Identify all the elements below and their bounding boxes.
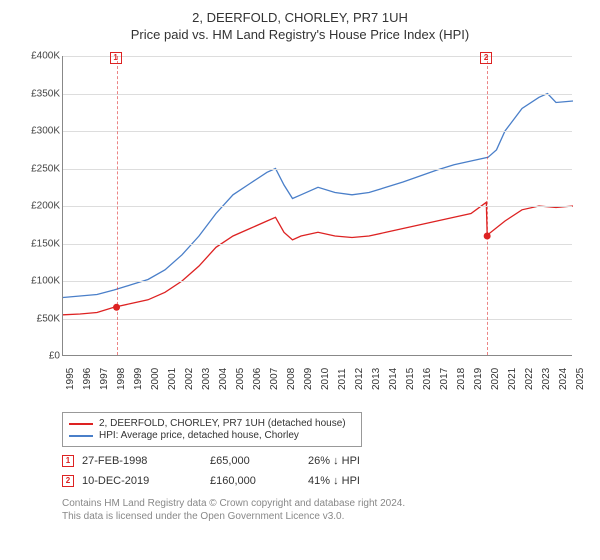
gridline (63, 56, 572, 57)
gridline (63, 319, 572, 320)
sale-date-1: 27-FEB-1998 (82, 455, 202, 467)
chart-subtitle: Price paid vs. HM Land Registry's House … (15, 27, 585, 42)
x-tick-label: 1996 (82, 368, 93, 390)
x-tick-label: 2005 (235, 368, 246, 390)
legend-row-1: 2, DEERFOLD, CHORLEY, PR7 1UH (detached … (69, 418, 355, 429)
x-tick-label: 2002 (184, 368, 195, 390)
x-tick-label: 2013 (371, 368, 382, 390)
y-tick-label: £400K (20, 51, 60, 62)
x-tick-label: 2004 (218, 368, 229, 390)
sale-row-2: 2 10-DEC-2019 £160,000 41% ↓ HPI (62, 475, 585, 487)
gridline (63, 281, 572, 282)
gridline (63, 94, 572, 95)
series-line-price_paid (63, 202, 573, 314)
sale-marker-1: 1 (62, 455, 74, 467)
y-tick-label: £300K (20, 126, 60, 137)
x-tick-label: 2025 (575, 368, 586, 390)
x-tick-label: 2017 (439, 368, 450, 390)
sale-marker-2: 2 (62, 475, 74, 487)
sale-date-2: 10-DEC-2019 (82, 475, 202, 487)
sale-pct-2: 41% ↓ HPI (308, 475, 408, 487)
y-tick-label: £250K (20, 163, 60, 174)
footnote-line-2: This data is licensed under the Open Gov… (62, 510, 585, 523)
sales-list: 1 27-FEB-1998 £65,000 26% ↓ HPI 2 10-DEC… (15, 455, 585, 487)
sale-row-1: 1 27-FEB-1998 £65,000 26% ↓ HPI (62, 455, 585, 467)
x-tick-label: 2010 (320, 368, 331, 390)
legend-swatch-2 (69, 435, 93, 437)
sale-price-1: £65,000 (210, 455, 300, 467)
x-tick-label: 2012 (354, 368, 365, 390)
chart-title: 2, DEERFOLD, CHORLEY, PR7 1UH (15, 10, 585, 25)
legend-row-2: HPI: Average price, detached house, Chor… (69, 430, 355, 441)
legend-label-1: 2, DEERFOLD, CHORLEY, PR7 1UH (detached … (99, 418, 346, 429)
x-tick-label: 2015 (405, 368, 416, 390)
chart-container: 2, DEERFOLD, CHORLEY, PR7 1UH Price paid… (0, 0, 600, 560)
sale-pct-1: 26% ↓ HPI (308, 455, 408, 467)
x-tick-label: 2019 (473, 368, 484, 390)
x-tick-label: 1998 (116, 368, 127, 390)
x-tick-label: 2018 (456, 368, 467, 390)
gridline (63, 169, 572, 170)
x-tick-label: 2008 (286, 368, 297, 390)
x-tick-label: 2021 (507, 368, 518, 390)
footnote-line-1: Contains HM Land Registry data © Crown c… (62, 497, 585, 510)
x-tick-label: 2020 (490, 368, 501, 390)
x-tick-label: 2011 (337, 368, 348, 390)
x-tick-label: 2009 (303, 368, 314, 390)
x-tick-label: 2024 (558, 368, 569, 390)
y-tick-label: £350K (20, 88, 60, 99)
legend-box: 2, DEERFOLD, CHORLEY, PR7 1UH (detached … (62, 412, 362, 447)
legend-label-2: HPI: Average price, detached house, Chor… (99, 430, 299, 441)
footnote: Contains HM Land Registry data © Crown c… (62, 497, 585, 523)
gridline (63, 244, 572, 245)
x-tick-label: 2000 (150, 368, 161, 390)
chart-area: £0 £50K £100K £150K £200K £250K £300K £350K £400… (20, 48, 580, 408)
marker-box: 1 (110, 52, 122, 64)
y-tick-label: £150K (20, 238, 60, 249)
x-tick-label: 2001 (167, 368, 178, 390)
plot-region (62, 56, 572, 356)
x-tick-label: 2007 (269, 368, 280, 390)
legend-swatch-1 (69, 423, 93, 425)
marker-box: 2 (480, 52, 492, 64)
marker-line (487, 56, 488, 355)
sale-price-2: £160,000 (210, 475, 300, 487)
series-line-hpi (63, 94, 573, 298)
x-tick-label: 2016 (422, 368, 433, 390)
marker-line (117, 56, 118, 355)
x-tick-label: 1999 (133, 368, 144, 390)
y-tick-label: £0 (20, 351, 60, 362)
y-tick-label: £50K (20, 313, 60, 324)
y-tick-label: £100K (20, 276, 60, 287)
gridline (63, 131, 572, 132)
x-tick-label: 2006 (252, 368, 263, 390)
gridline (63, 206, 572, 207)
x-tick-label: 1995 (65, 368, 76, 390)
x-tick-label: 2023 (541, 368, 552, 390)
x-tick-label: 1997 (99, 368, 110, 390)
x-tick-label: 2003 (201, 368, 212, 390)
x-tick-label: 2022 (524, 368, 535, 390)
x-tick-label: 2014 (388, 368, 399, 390)
y-tick-label: £200K (20, 201, 60, 212)
